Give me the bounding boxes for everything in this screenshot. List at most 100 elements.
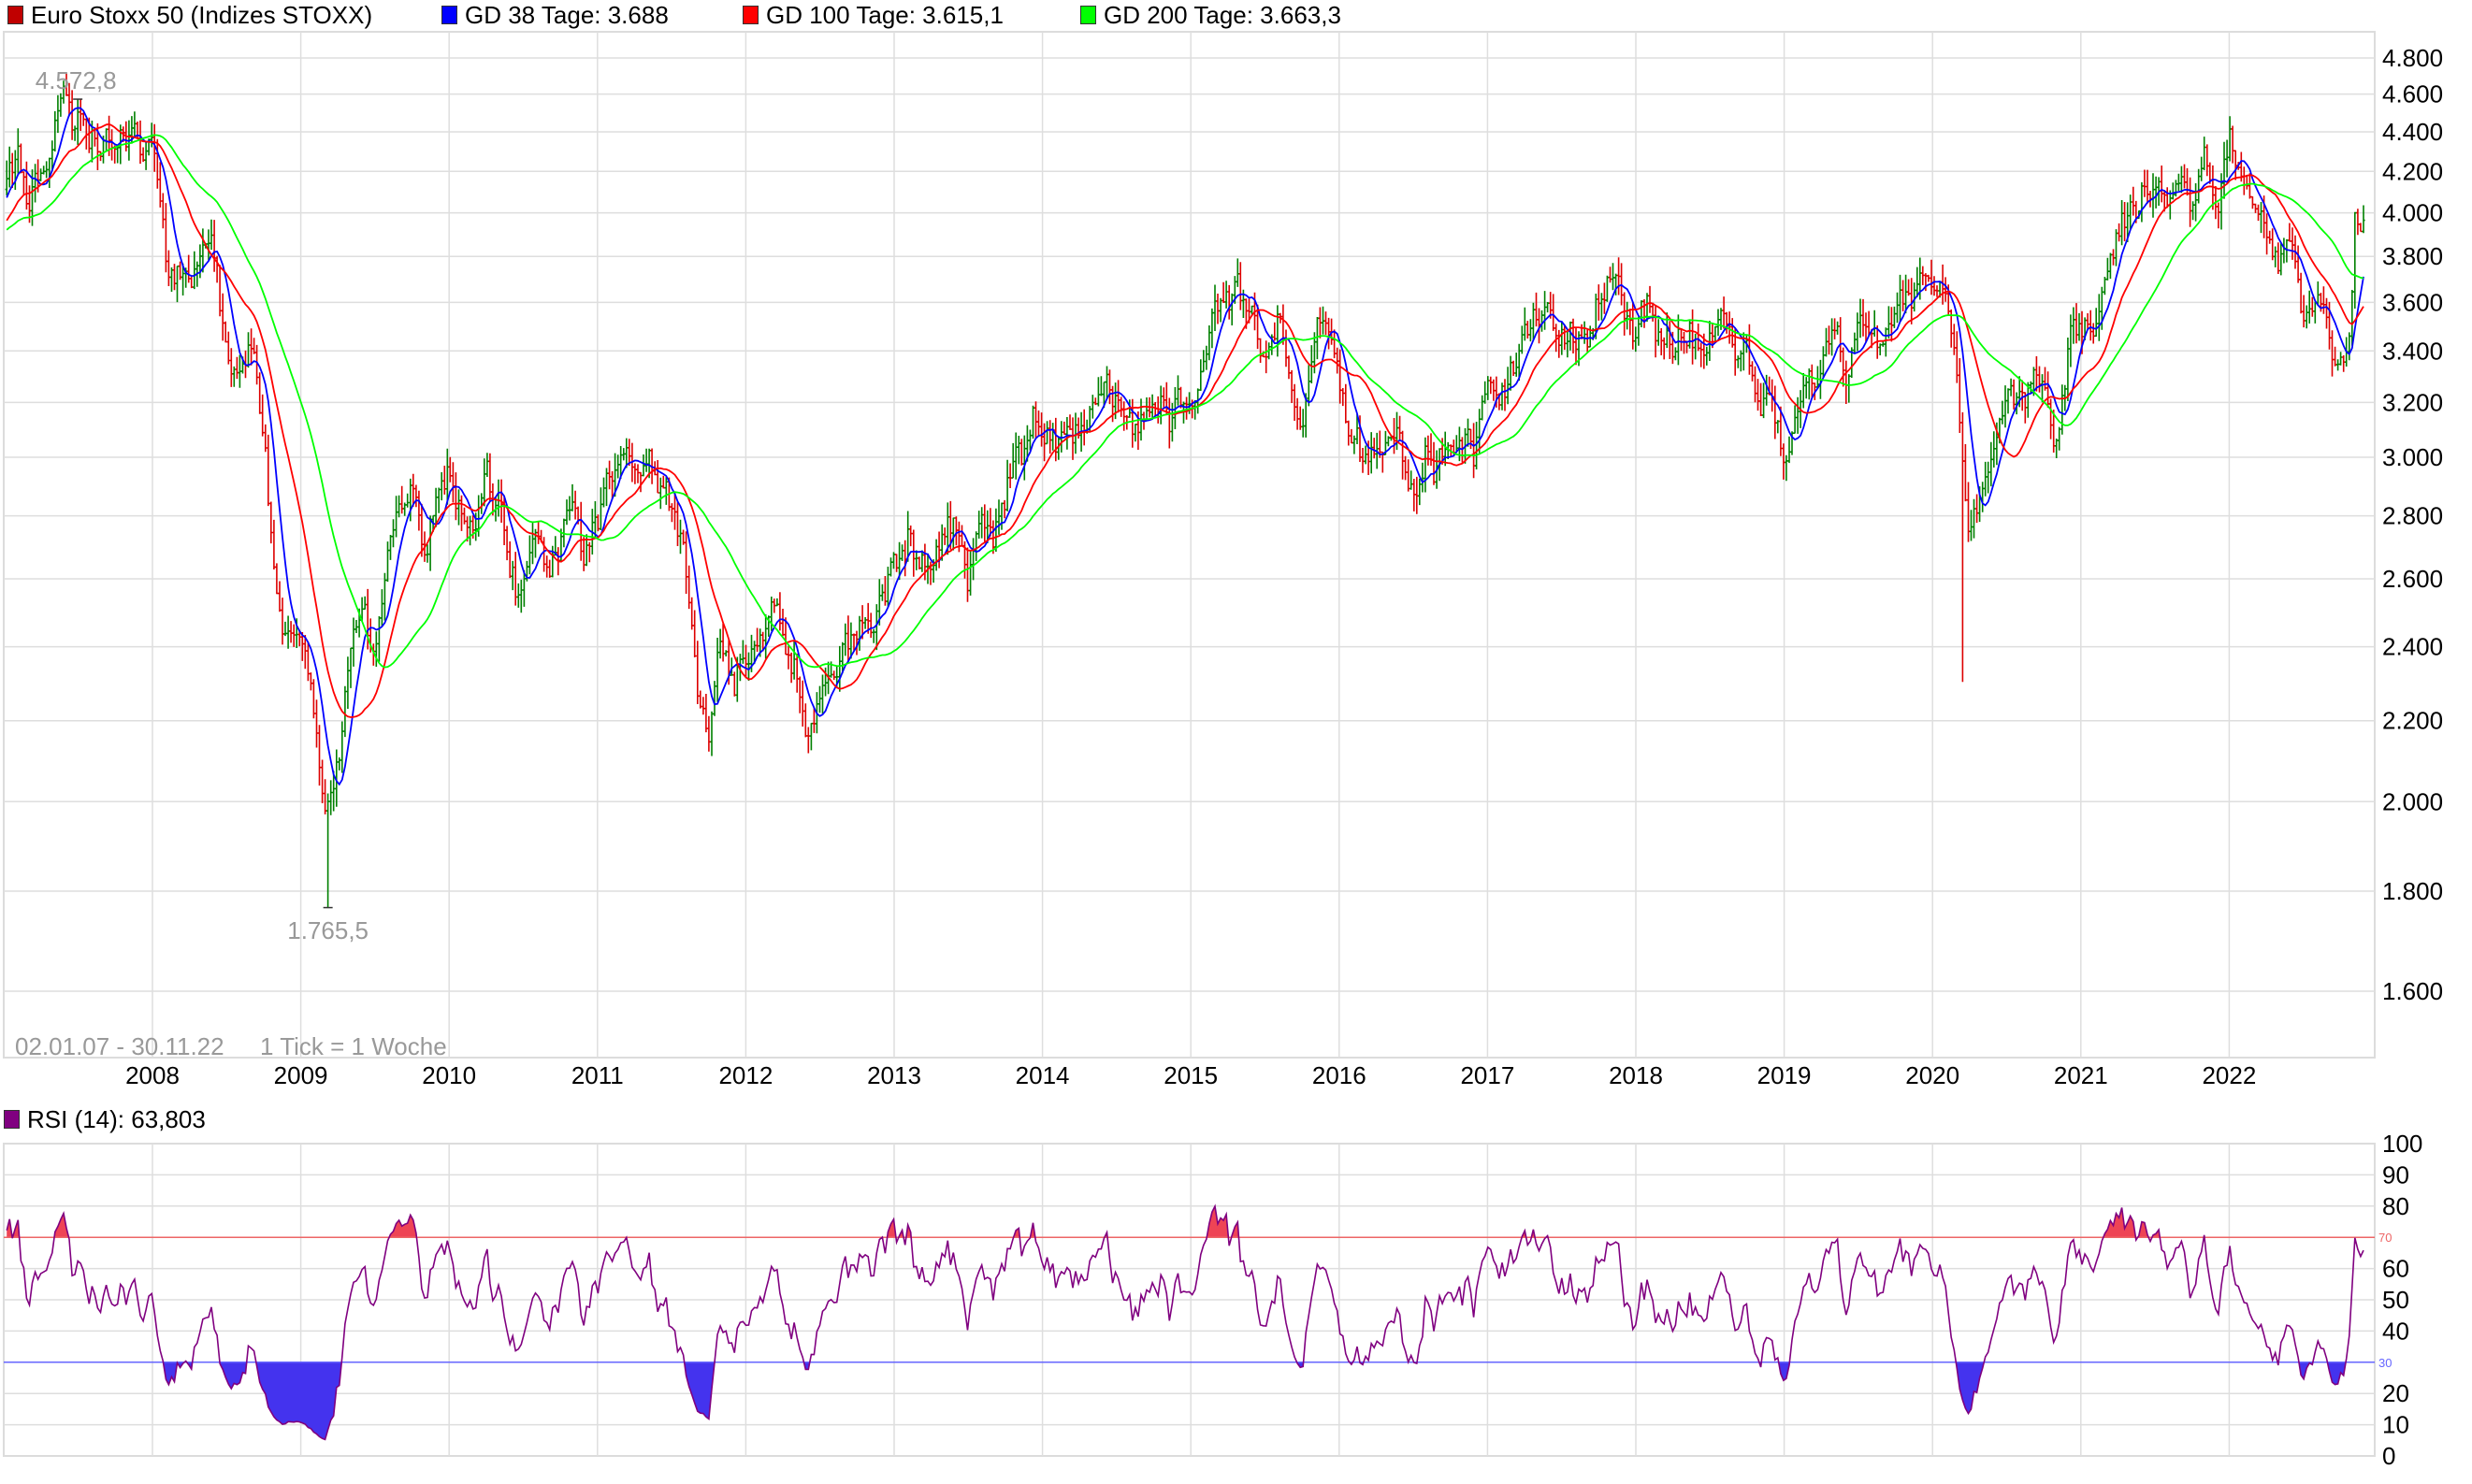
price-bar — [2069, 314, 2073, 367]
rsi-level-label: 30 — [2378, 1356, 2392, 1370]
price-bar — [2182, 164, 2187, 189]
price-bar — [391, 519, 396, 548]
price-bar — [158, 162, 162, 208]
price-bar — [2279, 242, 2283, 276]
price-bar — [1969, 510, 1973, 541]
price-bar — [675, 502, 680, 546]
price-bar — [1904, 274, 1908, 314]
price-bar — [1787, 436, 1791, 464]
price-bar — [1472, 423, 1476, 479]
price-bar — [545, 555, 549, 578]
price-bars — [5, 73, 2365, 908]
price-tick-label: 3.800 — [2382, 242, 2443, 270]
price-bar — [1315, 317, 1319, 360]
year-tick-label: 2013 — [867, 1061, 921, 1089]
price-bar — [1844, 360, 1848, 404]
moving-average-lines — [6, 107, 2364, 786]
price-bar — [2091, 323, 2095, 344]
price-bar — [744, 644, 748, 679]
price-bar — [601, 477, 606, 508]
price-bar — [2185, 167, 2190, 196]
rsi-line — [6, 1203, 2364, 1441]
price-grid — [3, 31, 2376, 1059]
price-bar — [1492, 379, 1496, 401]
price-bar — [980, 507, 984, 539]
price-bar — [1631, 302, 1635, 350]
moving-average-200-line — [6, 134, 2364, 669]
price-bar — [141, 147, 145, 163]
rsi-oversold-fill — [163, 1362, 2347, 1440]
price-bar — [1483, 381, 1487, 404]
price-bar — [721, 623, 725, 662]
price-bar — [1309, 345, 1313, 383]
price-bar — [437, 487, 441, 513]
price-bar — [2162, 190, 2166, 212]
price-bar — [642, 454, 645, 477]
price-bar — [324, 779, 327, 814]
price-bar — [311, 679, 315, 719]
price-bar — [1019, 439, 1023, 466]
price-bar — [448, 456, 452, 483]
price-bar — [1807, 368, 1811, 400]
price-bar — [628, 439, 631, 467]
price-bar — [335, 749, 339, 807]
price-bar — [76, 99, 80, 145]
price-bar — [346, 656, 350, 709]
price-bar — [886, 567, 889, 607]
price-bar — [462, 507, 467, 525]
price-bar — [1236, 258, 1239, 287]
price-bar — [1765, 374, 1769, 406]
price-bar — [398, 495, 401, 518]
price-bar — [2217, 202, 2220, 229]
price-bar — [1415, 476, 1419, 514]
price-bar — [1804, 377, 1808, 399]
price-bar — [1256, 304, 1260, 350]
price-bar — [1468, 428, 1473, 450]
price-bar — [212, 220, 216, 272]
rsi-tick-label: 10 — [2382, 1411, 2409, 1439]
price-bar — [56, 94, 60, 134]
max-value-annotation: 4.572,8 — [36, 66, 117, 94]
price-bar — [275, 563, 279, 595]
price-bar — [1944, 277, 1947, 302]
price-bar — [716, 638, 719, 702]
price-bar — [1036, 411, 1041, 436]
price-bar — [852, 633, 856, 651]
price-bar — [1520, 325, 1524, 354]
price-bar — [1068, 414, 1072, 430]
price-bar — [1131, 398, 1135, 448]
price-bar — [977, 511, 981, 539]
price-bar — [2225, 139, 2229, 178]
price-bar — [644, 448, 648, 472]
price-bar — [1966, 482, 1971, 542]
price-bar — [2189, 177, 2192, 227]
price-bar — [508, 541, 512, 579]
price-bar — [2020, 380, 2024, 411]
price-bar — [1895, 292, 1900, 324]
price-bar — [1992, 431, 1996, 468]
price-bar — [16, 128, 20, 174]
price-bar — [1889, 307, 1893, 342]
price-bar — [1554, 324, 1558, 353]
price-bar — [1640, 300, 1643, 327]
price-bar — [1697, 324, 1700, 352]
price-bar — [39, 168, 43, 181]
price-bar — [286, 615, 290, 649]
price-bar — [1259, 338, 1263, 363]
price-bar — [314, 699, 319, 748]
price-bar — [1836, 321, 1840, 335]
price-bar — [1801, 373, 1805, 409]
price-bar — [522, 569, 526, 607]
price-bar — [1699, 342, 1703, 367]
price-bar — [2356, 209, 2360, 236]
legend-item-gd38: GD 38 Tage: 3.688 — [441, 1, 669, 29]
year-tick-label: 2012 — [718, 1061, 773, 1089]
price-bar — [264, 424, 267, 453]
price-bar — [440, 472, 443, 501]
price-bar — [2108, 252, 2112, 280]
price-bar — [13, 150, 17, 190]
price-bar — [707, 715, 711, 752]
price-bar — [2339, 352, 2343, 366]
price-bar — [1531, 302, 1535, 340]
price-bar — [875, 604, 878, 651]
